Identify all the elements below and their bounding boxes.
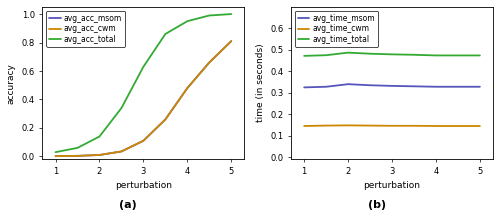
avg_time_msom [389, 85, 395, 87]
avg_time_cwm [367, 124, 373, 127]
avg_time_total [301, 55, 307, 57]
avg_acc_total [206, 14, 212, 17]
avg_acc_cwm [118, 150, 124, 153]
Text: (a): (a) [118, 200, 136, 210]
avg_time_cwm [301, 125, 307, 127]
avg_time_msom [345, 83, 351, 85]
avg_time_msom [433, 85, 439, 88]
avg_acc_msom [118, 150, 124, 153]
avg_acc_cwm [206, 61, 212, 64]
avg_time_total [477, 54, 483, 57]
avg_time_total [389, 53, 395, 56]
avg_acc_cwm [184, 87, 190, 89]
Line: avg_time_msom: avg_time_msom [304, 84, 480, 87]
X-axis label: perturbation: perturbation [364, 181, 420, 190]
avg_time_total [367, 52, 373, 55]
avg_time_cwm [455, 125, 461, 127]
avg_time_msom [455, 85, 461, 88]
avg_time_cwm [323, 124, 329, 127]
Line: avg_acc_total: avg_acc_total [56, 14, 232, 152]
avg_time_total [455, 54, 461, 57]
avg_acc_total [184, 20, 190, 22]
Legend: avg_acc_msom, avg_acc_cwm, avg_acc_total: avg_acc_msom, avg_acc_cwm, avg_acc_total [46, 11, 125, 47]
Y-axis label: time (in seconds): time (in seconds) [256, 44, 264, 122]
avg_acc_msom [74, 155, 80, 157]
avg_acc_msom [162, 118, 168, 121]
avg_acc_total [140, 66, 146, 68]
avg_time_cwm [389, 125, 395, 127]
avg_time_cwm [477, 125, 483, 127]
Y-axis label: accuracy: accuracy [7, 63, 16, 104]
avg_time_msom [477, 85, 483, 88]
avg_acc_cwm [52, 155, 59, 157]
avg_time_cwm [433, 125, 439, 127]
avg_acc_cwm [140, 139, 146, 142]
Line: avg_acc_cwm: avg_acc_cwm [56, 41, 232, 156]
avg_time_cwm [411, 125, 417, 127]
avg_acc_total [118, 107, 124, 109]
avg_acc_total [52, 151, 59, 153]
avg_acc_total [228, 13, 234, 15]
Line: avg_acc_msom: avg_acc_msom [56, 41, 232, 156]
avg_acc_total [162, 33, 168, 35]
avg_time_total [345, 51, 351, 54]
avg_acc_cwm [162, 118, 168, 121]
Line: avg_time_total: avg_time_total [304, 53, 480, 56]
avg_acc_msom [52, 155, 59, 157]
avg_acc_msom [228, 40, 234, 42]
avg_time_msom [411, 85, 417, 88]
avg_acc_cwm [228, 40, 234, 42]
Text: (b): (b) [368, 200, 386, 210]
avg_time_total [323, 54, 329, 56]
avg_time_total [433, 54, 439, 57]
avg_acc_total [74, 147, 80, 149]
Line: avg_time_cwm: avg_time_cwm [304, 125, 480, 126]
X-axis label: perturbation: perturbation [115, 181, 172, 190]
avg_acc_msom [206, 61, 212, 64]
avg_acc_total [96, 135, 102, 138]
Legend: avg_time_msom, avg_time_cwm, avg_time_total: avg_time_msom, avg_time_cwm, avg_time_to… [295, 11, 378, 47]
avg_acc_msom [140, 139, 146, 142]
avg_acc_cwm [96, 154, 102, 156]
avg_acc_cwm [74, 155, 80, 157]
avg_acc_msom [96, 154, 102, 156]
avg_time_cwm [345, 124, 351, 127]
avg_time_msom [367, 84, 373, 87]
avg_time_msom [323, 85, 329, 88]
avg_time_total [411, 54, 417, 56]
avg_acc_msom [184, 87, 190, 89]
avg_time_msom [301, 86, 307, 89]
